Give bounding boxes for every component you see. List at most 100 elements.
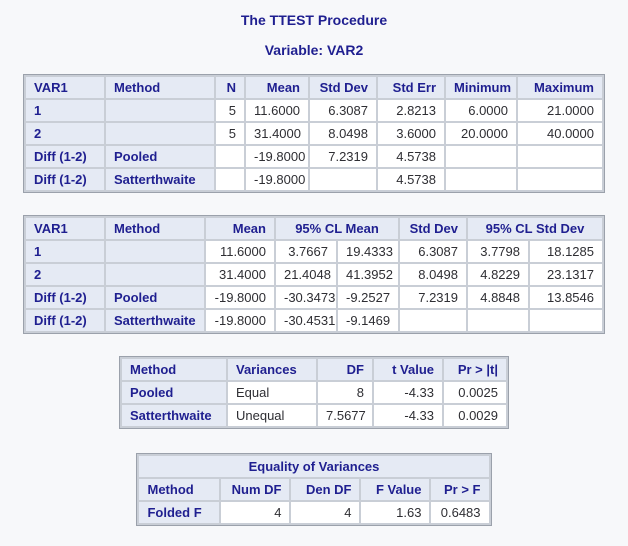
t-tests-table: Method Variances DF t Value Pr > |t| Poo…: [119, 356, 509, 429]
table-row: 1 11.6000 3.7667 19.4333 6.3087 3.7798 1…: [25, 241, 602, 262]
data-cell: 5: [216, 123, 244, 144]
column-header-minimum: Minimum: [446, 77, 516, 98]
data-cell: 3.7798: [468, 241, 528, 262]
data-cell: 21.4048: [275, 264, 336, 285]
row-header-cell: Diff (1-2): [26, 146, 104, 167]
data-cell: 7.2319: [400, 287, 466, 308]
data-cell: [530, 310, 602, 331]
data-cell: 6.3087: [310, 100, 376, 121]
row-header-cell: Diff (1-2): [26, 169, 104, 190]
data-cell: 40.0000: [518, 123, 602, 144]
data-cell: 31.4000: [246, 123, 308, 144]
row-header-cell: Folded F: [139, 502, 220, 523]
data-cell: 11.6000: [246, 100, 308, 121]
data-cell: Unequal: [228, 405, 316, 426]
data-cell: 0.6483: [431, 502, 489, 523]
data-cell: 2.8213: [378, 100, 444, 121]
data-cell: 4.8848: [468, 287, 528, 308]
data-cell: 4.5738: [378, 146, 444, 167]
column-header-cl-mean: 95% CL Mean: [275, 218, 398, 239]
data-cell: -4.33: [374, 405, 442, 426]
table-row: 2 5 31.4000 8.0498 3.6000 20.0000 40.000…: [26, 123, 602, 144]
data-cell: [446, 169, 516, 190]
row-header-cell: [106, 100, 214, 121]
column-header-var1: VAR1: [26, 77, 104, 98]
data-cell: [468, 310, 528, 331]
header-row: VAR1 Method Mean 95% CL Mean Std Dev 95%…: [25, 218, 602, 239]
ttest-report: The TTEST Procedure Variable: VAR2 VAR1 …: [0, 12, 628, 526]
column-header-n: N: [216, 77, 244, 98]
data-cell: 41.3952: [337, 264, 398, 285]
data-cell: 31.4000: [205, 264, 274, 285]
column-header-t-value: t Value: [374, 359, 442, 380]
data-cell: -9.2527: [337, 287, 398, 308]
row-header-cell: Satterthwaite: [122, 405, 226, 426]
column-header-method: Method: [105, 218, 204, 239]
confidence-limits-table: VAR1 Method Mean 95% CL Mean Std Dev 95%…: [22, 215, 605, 334]
column-header-num-df: Num DF: [221, 479, 290, 500]
data-cell: [216, 169, 244, 190]
data-cell: 4: [291, 502, 360, 523]
column-header-mean: Mean: [205, 218, 274, 239]
data-cell: 4.8229: [468, 264, 528, 285]
data-cell: [310, 169, 376, 190]
data-cell: 8.0498: [400, 264, 466, 285]
column-header-pr-f: Pr > F: [431, 479, 489, 500]
column-header-pr-t: Pr > |t|: [444, 359, 506, 380]
data-cell: [446, 146, 516, 167]
column-header-mean: Mean: [246, 77, 308, 98]
variable-subtitle: Variable: VAR2: [264, 42, 364, 58]
data-cell: [518, 146, 602, 167]
data-cell: -19.8000: [205, 287, 274, 308]
row-header-cell: Diff (1-2): [25, 310, 104, 331]
row-header-cell: Pooled: [105, 287, 204, 308]
data-cell: 5: [216, 100, 244, 121]
column-header-cl-std-dev: 95% CL Std Dev: [468, 218, 602, 239]
data-cell: 23.1317: [530, 264, 602, 285]
column-header-f-value: F Value: [361, 479, 430, 500]
column-header-var1: VAR1: [25, 218, 104, 239]
data-cell: 21.0000: [518, 100, 602, 121]
row-header-cell: [105, 264, 204, 285]
data-cell: 18.1285: [530, 241, 602, 262]
column-header-maximum: Maximum: [518, 77, 602, 98]
column-header-method: Method: [106, 77, 214, 98]
data-cell: -19.8000: [246, 146, 308, 167]
data-cell: 11.6000: [205, 241, 274, 262]
data-cell: 3.6000: [378, 123, 444, 144]
table-row: Diff (1-2) Pooled -19.8000 7.2319 4.5738: [26, 146, 602, 167]
data-cell: -30.4531: [275, 310, 336, 331]
row-header-cell: 2: [25, 264, 104, 285]
table-row: Diff (1-2) Satterthwaite -19.8000 -30.45…: [25, 310, 602, 331]
procedure-title: The TTEST Procedure: [240, 12, 388, 28]
column-header-df: DF: [318, 359, 372, 380]
equality-of-variances-table: Equality of Variances Method Num DF Den …: [136, 453, 492, 526]
data-cell: 19.4333: [337, 241, 398, 262]
table-row: Satterthwaite Unequal 7.5677 -4.33 0.002…: [122, 405, 506, 426]
column-header-std-dev: Std Dev: [400, 218, 466, 239]
data-cell: Equal: [228, 382, 316, 403]
row-header-cell: Pooled: [106, 146, 214, 167]
table-row: 1 5 11.6000 6.3087 2.8213 6.0000 21.0000: [26, 100, 602, 121]
statistics-table: VAR1 Method N Mean Std Dev Std Err Minim…: [23, 74, 605, 193]
data-cell: 1.63: [361, 502, 430, 523]
data-cell: 20.0000: [446, 123, 516, 144]
row-header-cell: Pooled: [122, 382, 226, 403]
row-header-cell: Satterthwaite: [105, 310, 204, 331]
table-row: Folded F 4 4 1.63 0.6483: [139, 502, 489, 523]
row-header-cell: [105, 241, 204, 262]
column-header-method: Method: [139, 479, 220, 500]
data-cell: -4.33: [374, 382, 442, 403]
data-cell: -19.8000: [246, 169, 308, 190]
row-header-cell: 2: [26, 123, 104, 144]
data-cell: 0.0025: [444, 382, 506, 403]
data-cell: [400, 310, 466, 331]
data-cell: 8.0498: [310, 123, 376, 144]
table-title-cell: Equality of Variances: [139, 456, 489, 477]
data-cell: 6.3087: [400, 241, 466, 262]
data-cell: 3.7667: [275, 241, 336, 262]
table-row: 2 31.4000 21.4048 41.3952 8.0498 4.8229 …: [25, 264, 602, 285]
data-cell: 8: [318, 382, 372, 403]
header-row: Method Num DF Den DF F Value Pr > F: [139, 479, 489, 500]
data-cell: 7.5677: [318, 405, 372, 426]
